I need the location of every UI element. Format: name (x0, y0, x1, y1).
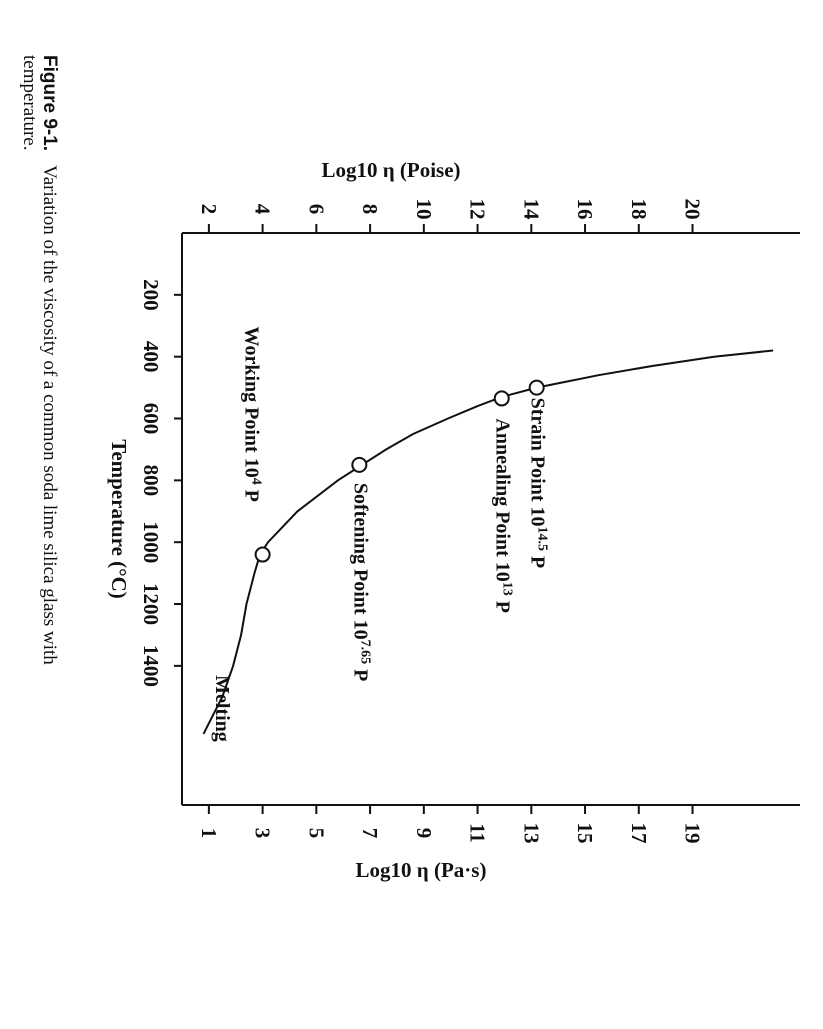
poise-tick-label: 18 (627, 199, 651, 220)
temp-tick-label: 1200 (139, 583, 163, 625)
pas-tick-label: 17 (627, 823, 651, 844)
poise-tick-label: 16 (573, 199, 597, 220)
point-marker (528, 379, 545, 396)
figure-caption: Figure 9-1. Variation of the viscosity o… (19, 55, 60, 665)
poise-axis-title: Log10 η (Poise) (321, 158, 460, 182)
temperature-axis-title: Temperature (°C) (107, 439, 131, 598)
viscosity-curve (202, 349, 774, 735)
point-marker (493, 390, 510, 407)
pas-tick-label: 5 (304, 828, 328, 839)
temp-tick-label: 800 (139, 465, 163, 497)
temp-tick-label: 400 (139, 341, 163, 373)
temp-tick-label: 600 (139, 403, 163, 435)
poise-tick-label: 6 (304, 204, 328, 215)
pas-tick-label: 15 (573, 823, 597, 844)
point-marker (351, 456, 368, 473)
caption-text-1: Variation of the viscosity of a common s… (39, 165, 60, 665)
poise-tick-label: 12 (466, 199, 490, 220)
poise-tick-label: 14 (519, 199, 543, 221)
point-label: Working Point 104 P (241, 327, 264, 502)
axis-titles: Temperature (°C) Log10 η (Pa·s) Log10 η … (107, 158, 486, 882)
pas-tick-label: 9 (412, 828, 436, 839)
pas-tick-label: 11 (466, 823, 490, 843)
temp-tick-label: 1400 (139, 645, 163, 687)
caption-line-2: temperature. (19, 55, 40, 150)
pas-tick-label: 3 (251, 828, 275, 839)
poise-tick-label: 8 (358, 204, 382, 215)
pas-tick-label: 13 (519, 823, 543, 844)
fixed-points: Strain Point 1014.5 P Annealing Point 101… (211, 327, 549, 742)
temp-tick-label: 1000 (139, 521, 163, 563)
melting-label: Melting (211, 675, 233, 742)
temp-tick-label: 200 (139, 279, 163, 311)
point-label: Annealing Point 1013 P (492, 418, 515, 613)
poise-tick-label: 2 (197, 204, 221, 215)
pas-axis-title: Log10 η (Pa·s) (356, 858, 487, 882)
poise-tick-label: 10 (412, 199, 436, 220)
point-label: Strain Point 1014.5 P (527, 398, 550, 569)
point-marker (254, 546, 271, 563)
pas-tick-label: 19 (681, 823, 705, 844)
pas-tick-label: 7 (358, 828, 382, 839)
caption-number: Figure 9-1. (39, 55, 60, 151)
poise-tick-label: 20 (681, 199, 705, 220)
caption-line-1: Figure 9-1. Variation of the viscosity o… (39, 55, 60, 665)
pas-tick-label: 1 (197, 828, 221, 839)
poise-tick-label: 4 (251, 204, 275, 215)
point-label: Softening Point 107.65 P (349, 483, 372, 681)
